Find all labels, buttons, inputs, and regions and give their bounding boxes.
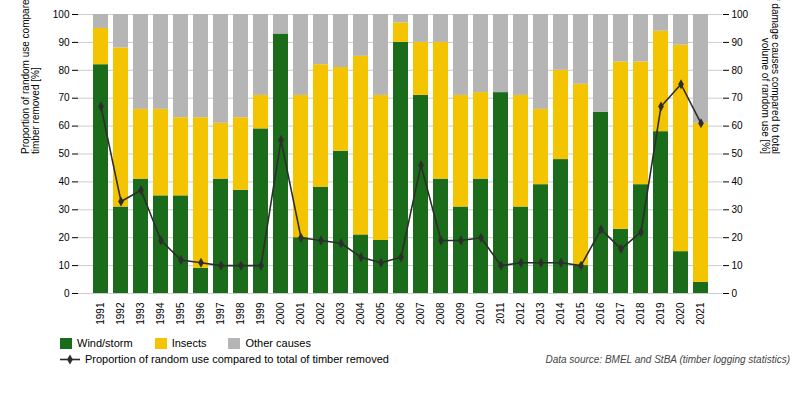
svg-text:70: 70: [732, 92, 744, 103]
svg-text:20: 20: [58, 232, 70, 243]
svg-text:0: 0: [64, 288, 70, 299]
svg-text:2015: 2015: [575, 302, 586, 325]
svg-text:60: 60: [58, 120, 70, 131]
svg-text:1997: 1997: [215, 302, 226, 325]
svg-text:90: 90: [732, 37, 744, 48]
svg-text:2017: 2017: [615, 302, 626, 325]
svg-text:Proportion of damage causes co: Proportion of damage causes compared to …: [760, 0, 781, 154]
svg-text:2001: 2001: [295, 302, 306, 325]
svg-text:1993: 1993: [135, 302, 146, 325]
svg-text:2012: 2012: [515, 302, 526, 325]
html-text:Wind/storm: Wind/storm: [77, 337, 133, 349]
svg-text:Proportion of random use compa: Proportion of random use compared to tot…: [20, 0, 41, 154]
svg-text:100: 100: [732, 9, 749, 20]
svg-text:0: 0: [732, 288, 738, 299]
html-text:Insects: Insects: [171, 337, 207, 349]
svg-text:2019: 2019: [655, 302, 666, 325]
svg-text:2011: 2011: [495, 302, 506, 324]
svg-text:40: 40: [732, 176, 744, 187]
svg-text:50: 50: [732, 148, 744, 159]
svg-text:2004: 2004: [355, 302, 366, 325]
svg-text:2009: 2009: [455, 302, 466, 325]
svg-text:2005: 2005: [375, 302, 386, 325]
svg-text:1994: 1994: [155, 302, 166, 325]
svg-text:40: 40: [58, 176, 70, 187]
svg-text:20: 20: [732, 232, 744, 243]
svg-text:1992: 1992: [115, 302, 126, 325]
svg-text:2002: 2002: [315, 302, 326, 325]
svg-text:100: 100: [53, 9, 70, 20]
svg-text:30: 30: [732, 204, 744, 215]
svg-text:50: 50: [58, 148, 70, 159]
svg-text:1991: 1991: [95, 302, 106, 325]
svg-text:2003: 2003: [335, 302, 346, 325]
html-text:Data source: BMEL and StBA (ti: Data source: BMEL and StBA (timber loggi…: [545, 354, 790, 365]
svg-text:80: 80: [58, 65, 70, 76]
svg-text:2014: 2014: [555, 302, 566, 325]
svg-text:80: 80: [732, 65, 744, 76]
svg-text:1996: 1996: [195, 302, 206, 325]
svg-text:1995: 1995: [175, 302, 186, 325]
svg-text:2010: 2010: [475, 302, 486, 325]
svg-text:90: 90: [58, 37, 70, 48]
html-text:Other causes: Other causes: [245, 337, 311, 349]
svg-text:2000: 2000: [275, 302, 286, 325]
svg-text:1998: 1998: [235, 302, 246, 325]
svg-text:2018: 2018: [635, 302, 646, 325]
svg-text:30: 30: [58, 204, 70, 215]
svg-text:2008: 2008: [435, 302, 446, 325]
svg-text:2016: 2016: [595, 302, 606, 325]
svg-text:70: 70: [58, 92, 70, 103]
svg-text:60: 60: [732, 120, 744, 131]
svg-text:1999: 1999: [255, 302, 266, 325]
svg-text:2013: 2013: [535, 302, 546, 325]
html-text:Proportion of random use compa: Proportion of random use compared to tot…: [85, 353, 389, 365]
svg-text:2007: 2007: [415, 302, 426, 325]
svg-text:2006: 2006: [395, 302, 406, 325]
svg-text:2020: 2020: [675, 302, 686, 325]
svg-text:2021: 2021: [695, 302, 706, 325]
svg-text:10: 10: [58, 260, 70, 271]
svg-text:10: 10: [732, 260, 744, 271]
